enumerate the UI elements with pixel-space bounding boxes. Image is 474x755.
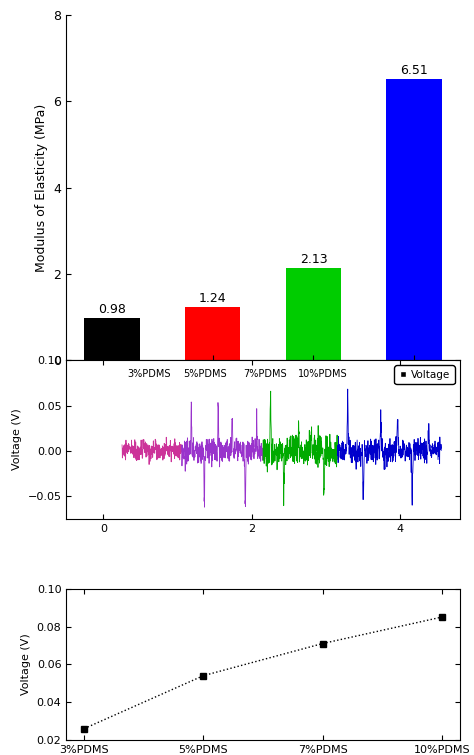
Y-axis label: Voltage (V): Voltage (V)	[12, 408, 22, 470]
Text: 10%PDMS: 10%PDMS	[298, 369, 347, 380]
Text: 6.51: 6.51	[401, 64, 428, 77]
Bar	[185, 307, 240, 360]
Text: (a): (a)	[251, 422, 275, 440]
Text: 2.13: 2.13	[300, 253, 327, 267]
Text: 1.24: 1.24	[199, 291, 227, 304]
Bar	[84, 318, 140, 360]
Text: 7%PDMS: 7%PDMS	[243, 369, 287, 380]
Legend: Voltage: Voltage	[394, 365, 455, 384]
Text: 0.98: 0.98	[98, 303, 126, 316]
Bar	[386, 79, 442, 360]
Text: 5%PDMS: 5%PDMS	[183, 369, 227, 380]
Y-axis label: Modulus of Elasticity (MPa): Modulus of Elasticity (MPa)	[35, 103, 48, 272]
Y-axis label: Voltage (V): Voltage (V)	[21, 633, 31, 695]
Text: 3%PDMS: 3%PDMS	[127, 369, 171, 380]
Bar	[286, 268, 341, 360]
